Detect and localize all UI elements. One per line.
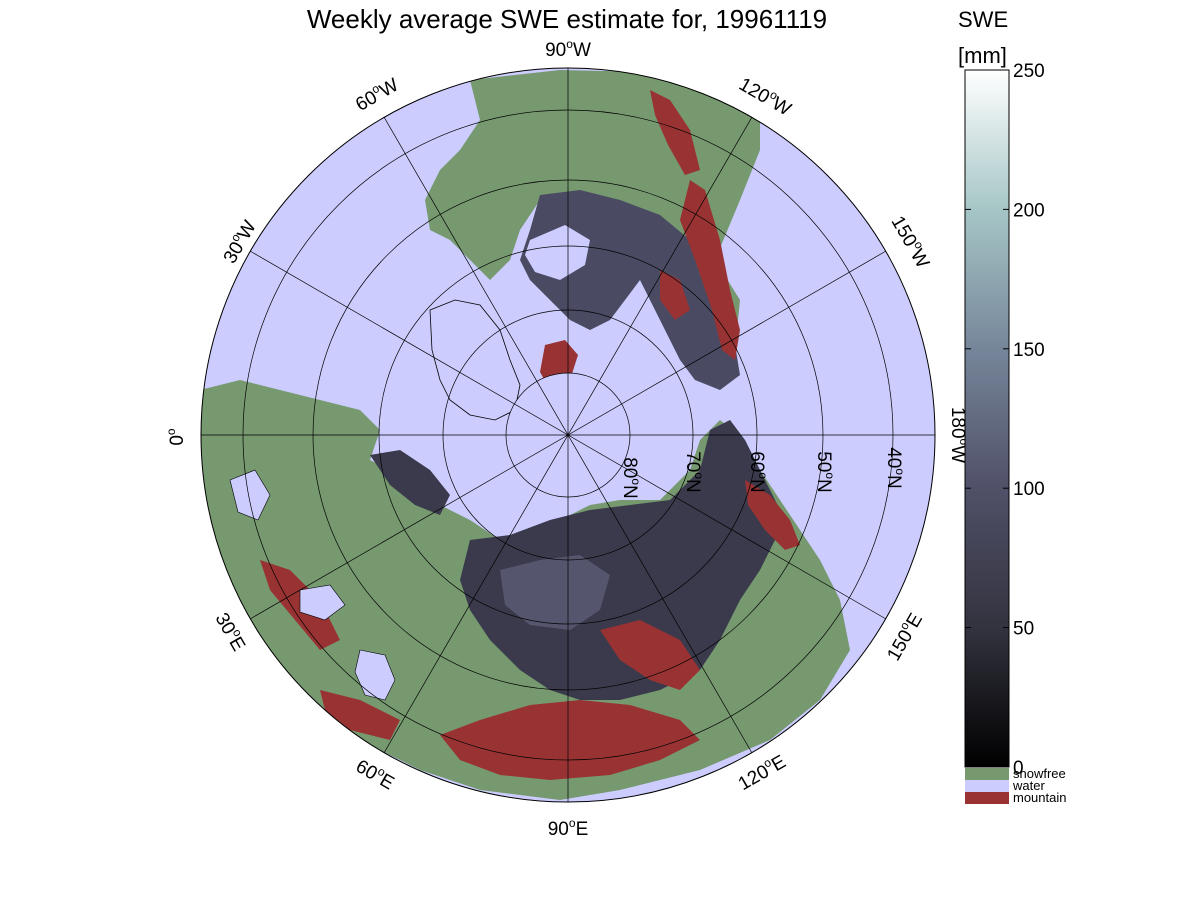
caucasus-mountain [320,690,400,740]
label-lon-90w: 90oW [545,37,591,61]
siberia-snow-light [500,555,610,630]
eurasia-snow [460,420,780,700]
baltic-sea [229,469,271,521]
map-border [200,67,936,803]
polar-map [201,68,935,802]
legend-label-snowfree: snowfree [1013,766,1066,781]
label-lat-60n: 60oN [746,451,770,493]
colorbar: SWE [mm] 0 50 100 150 200 250 snowfreewatermo… [958,7,1066,805]
meridian-150w-30e [249,250,887,620]
rockies-mountain [680,180,740,360]
label-lon-150e: 150oE [881,608,927,664]
legend-swatch-water [965,780,1009,792]
scandinavia-snow [370,450,450,515]
label-lon-90e: 90oE [548,816,589,840]
caspian-sea [354,649,396,701]
label-lat-40n: 40oN [883,447,907,489]
label-lon-180w: 180oW [947,407,971,463]
himalaya-mountain [440,700,700,780]
label-lat-80n: 80oN [619,457,643,499]
colorbar-tick-label: 250 [1013,61,1045,82]
colorbar-tick-label: 50 [1013,619,1034,640]
black-sea [299,584,346,621]
west-mountain [660,270,690,320]
label-lon-30e: 30oE [211,608,252,655]
legend-label-water: water [1012,778,1045,793]
graticule [201,68,935,802]
colorbar-tick-label: 0 [1013,758,1024,779]
label-lon-150w: 150oW [887,211,936,272]
legend-swatch-mountain [965,792,1009,804]
colorbar-tick-label: 150 [1013,340,1045,361]
legend-label-mountain: mountain [1013,790,1066,805]
legend-swatch-snowfree [965,768,1009,780]
colorbar-tick-label: 200 [1013,200,1045,221]
kamchatka-mountain [745,480,800,550]
label-lat-50n: 50oN [813,451,837,493]
coast-range-mountain [650,90,700,175]
colorbar-tick-label: 100 [1013,479,1045,500]
label-lon-60e: 60oE [352,753,399,794]
parallel-labels: 80oN 70oN 60oN 50oN 40oN [619,447,907,499]
hudson-bay-water [525,225,590,280]
label-lon-60w: 60oW [351,72,403,116]
label-lon-0: 0o [164,428,188,446]
map-title: Weekly average SWE estimate for, 1996111… [307,4,827,34]
altai-mountain [600,620,700,690]
colorbar-label-line2: [mm] [958,43,1007,68]
colorbar-gradient [964,69,1010,768]
label-lat-70n: 70oN [682,451,706,493]
colorbar-ticks: 0 50 100 150 200 250 [965,61,1045,779]
colorbar-label-line1: SWE [958,7,1008,32]
